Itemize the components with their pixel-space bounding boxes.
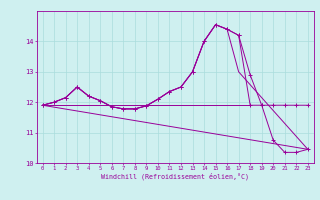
X-axis label: Windchill (Refroidissement éolien,°C): Windchill (Refroidissement éolien,°C) bbox=[101, 173, 249, 180]
